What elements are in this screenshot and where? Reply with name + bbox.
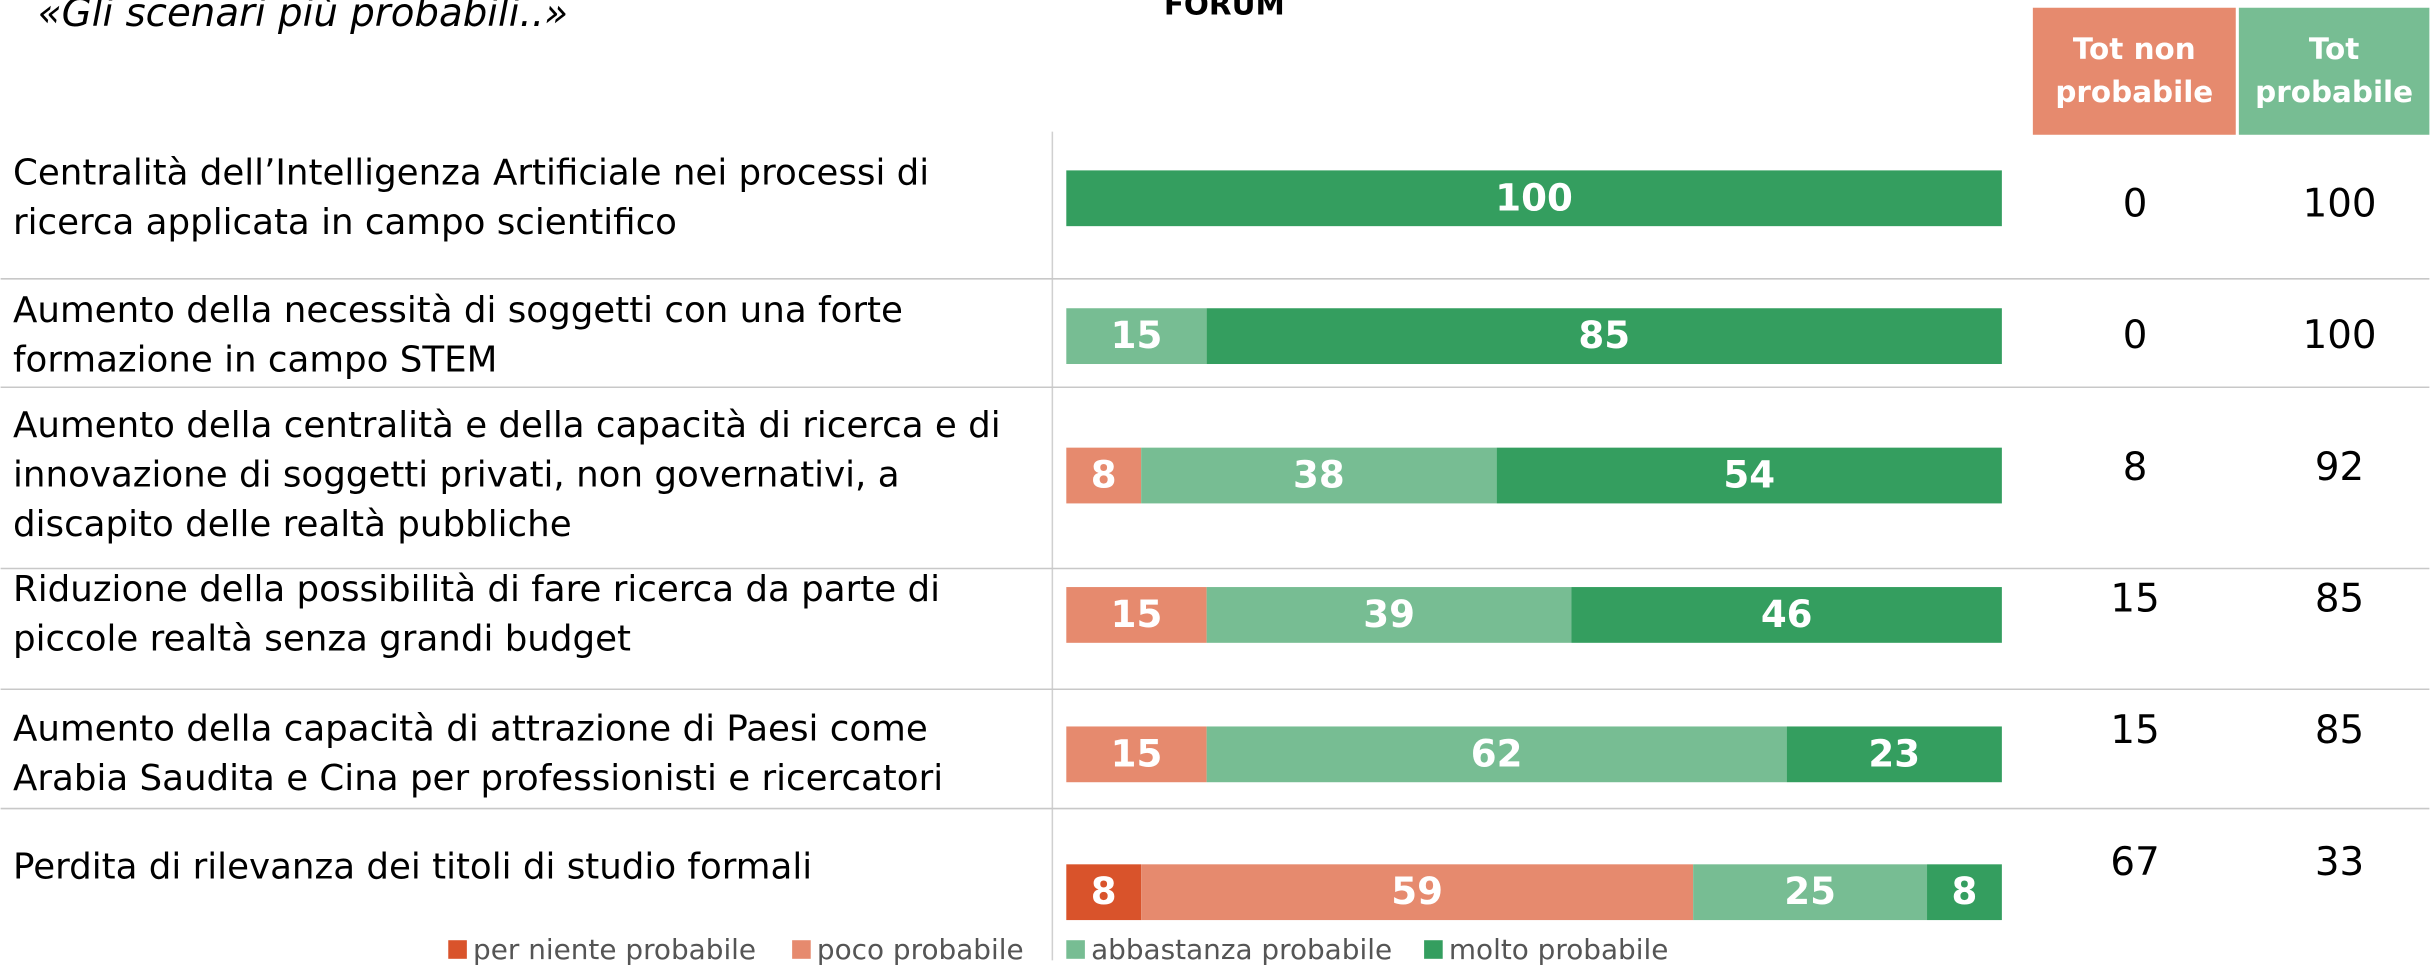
category-label: Perdita di rilevanza dei titoli di studi… — [13, 847, 813, 888]
column-value: 15 — [2110, 708, 2159, 753]
category-label: Aumento della capacità di attrazione di … — [13, 709, 944, 800]
column-header-bg — [2238, 7, 2430, 135]
category-label-box: Aumento della necessità di soggetti con … — [13, 291, 903, 382]
data-label: 8 — [1091, 453, 1117, 497]
column-header-bg — [2032, 7, 2236, 135]
column-header: Tot probabile — [2255, 32, 2414, 110]
legend-swatch — [792, 940, 811, 959]
legend-swatch — [1066, 940, 1085, 959]
data-label: 59 — [1391, 869, 1443, 913]
data-label: 62 — [1471, 731, 1523, 775]
category-label-box: Aumento della centralità e della capacit… — [13, 405, 1001, 546]
category-label-box: Centralità dell’Intelligenza Artificiale… — [13, 153, 930, 244]
legend-label: poco probabile — [817, 933, 1024, 965]
bar-segment — [1206, 308, 2002, 365]
column-value: 100 — [2303, 313, 2377, 358]
bar-segment — [1066, 308, 1207, 365]
legend-swatch — [448, 940, 467, 959]
category-label-box: Riduzione della possibilità di fare rice… — [13, 570, 940, 660]
data-label: 85 — [1578, 313, 1630, 357]
column-value: 85 — [2315, 708, 2364, 753]
column-header-box: Tot probabile — [2255, 32, 2414, 110]
data-label: 23 — [1868, 731, 1920, 775]
column-value: 0 — [2123, 313, 2148, 358]
category-label: Aumento della centralità e della capacit… — [13, 405, 1001, 546]
column-value: 92 — [2315, 445, 2364, 490]
bar-segment — [1927, 864, 2002, 921]
column-value: 67 — [2110, 840, 2159, 885]
bar-segment — [1206, 587, 1572, 643]
column-header: Tot non probabile — [2055, 32, 2214, 110]
bar-segment — [1571, 587, 2002, 643]
bar-segment — [1066, 587, 1207, 643]
legend-swatch — [1424, 940, 1443, 959]
bar-segment — [1066, 170, 2002, 227]
data-label: 38 — [1293, 453, 1345, 497]
bar-segment — [1786, 726, 2002, 783]
column-value: 0 — [2123, 182, 2148, 227]
data-label: 46 — [1761, 592, 1813, 636]
data-label: 39 — [1363, 592, 1415, 636]
bar-segment — [1066, 726, 1207, 783]
column-value: 100 — [2303, 182, 2377, 227]
data-label: 54 — [1723, 453, 1775, 497]
data-label: 15 — [1111, 592, 1163, 636]
brand: FORUM — [1164, 0, 1285, 22]
bar-segment — [1141, 864, 1694, 921]
chart-title: «Gli scenari più probabili..» — [38, 0, 568, 36]
column-value: 85 — [2315, 576, 2364, 621]
category-label: Riduzione della possibilità di fare rice… — [13, 570, 940, 660]
legend-label: molto probabile — [1449, 933, 1669, 965]
category-label: Centralità dell’Intelligenza Artificiale… — [13, 153, 930, 244]
data-label: 8 — [1091, 869, 1117, 913]
category-label: Aumento della necessità di soggetti con … — [13, 291, 903, 382]
column-value: 33 — [2315, 840, 2364, 885]
bar-segment — [1206, 726, 1787, 783]
bar-segment — [1496, 447, 2002, 504]
legend-label: per niente probabile — [473, 933, 756, 965]
bar-segment — [1066, 447, 1142, 504]
data-label: 15 — [1111, 731, 1163, 775]
category-label-box: Aumento della capacità di attrazione di … — [13, 709, 944, 800]
category-label-box: Perdita di rilevanza dei titoli di studi… — [13, 847, 813, 888]
bar-segment — [1066, 864, 1142, 921]
column-value: 8 — [2123, 445, 2148, 490]
bar-segment — [1141, 447, 1497, 504]
data-label: 8 — [1952, 869, 1978, 913]
data-label: 25 — [1784, 869, 1836, 913]
data-label: 100 — [1495, 175, 1573, 219]
column-value: 15 — [2110, 576, 2159, 621]
data-label: 15 — [1111, 313, 1163, 357]
bar-segment — [1693, 864, 1928, 921]
column-header-box: Tot non probabile — [2055, 32, 2214, 110]
legend-label: abbastanza probabile — [1091, 933, 1392, 965]
